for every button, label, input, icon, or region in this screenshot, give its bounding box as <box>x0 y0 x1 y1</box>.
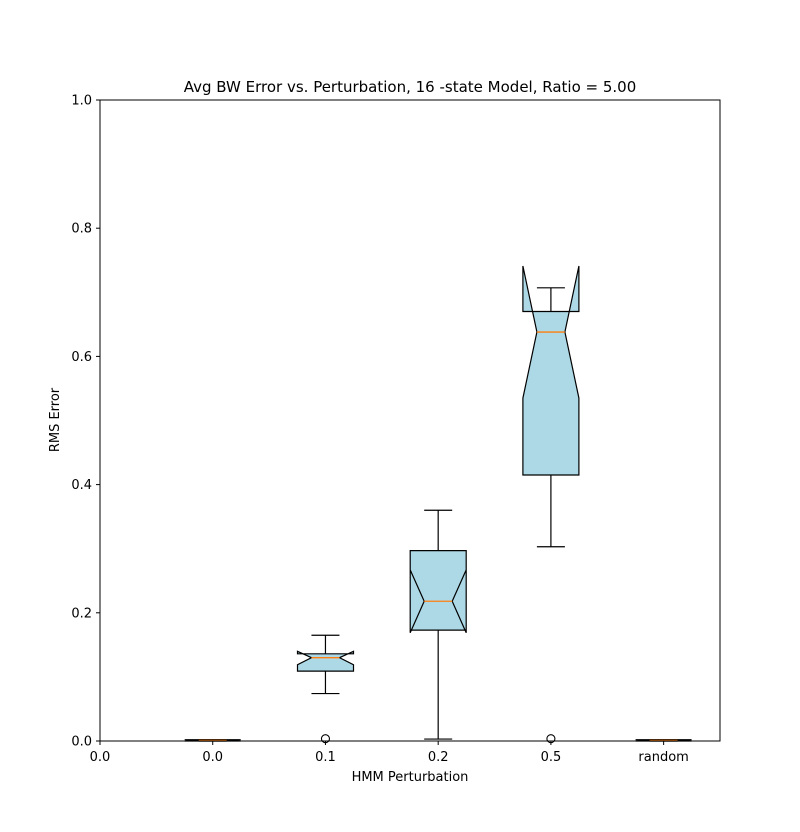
y-axis: 0.0 0.2 0.4 0.6 0.8 1.0 <box>71 94 100 750</box>
y-tick-label: 0.8 <box>71 222 92 237</box>
x-tick-label: 0.1 <box>315 750 336 765</box>
x-tick-label: 0.5 <box>541 750 562 765</box>
y-tick-label: 1.0 <box>71 94 92 109</box>
y-axis-label: RMS Error <box>48 387 63 452</box>
x-axis: 0.0 0.0 0.1 0.2 0.5 random <box>90 741 689 765</box>
x-tick-label: 0.0 <box>90 750 111 765</box>
box-body <box>409 549 467 633</box>
plot-area <box>184 265 692 744</box>
x-tick-label: 0.2 <box>428 750 449 765</box>
box-group-0-5 <box>522 265 580 744</box>
y-tick-label: 0.4 <box>71 478 92 493</box>
axes-frame <box>99 99 721 742</box>
y-tick-label: 0.2 <box>71 606 92 621</box>
box-group-0-2 <box>409 509 467 740</box>
chart-title: Avg BW Error vs. Perturbation, 16 -state… <box>184 78 637 96</box>
box-body <box>296 650 355 672</box>
x-tick-label: 0.0 <box>202 750 223 765</box>
x-axis-label: HMM Perturbation <box>352 770 469 785</box>
box-body <box>522 265 580 476</box>
y-tick-label: 0.6 <box>71 350 92 365</box>
x-tick-label: random <box>638 750 688 765</box>
y-tick-label: 0.0 <box>71 735 92 750</box>
box-group-0-1 <box>296 634 355 744</box>
